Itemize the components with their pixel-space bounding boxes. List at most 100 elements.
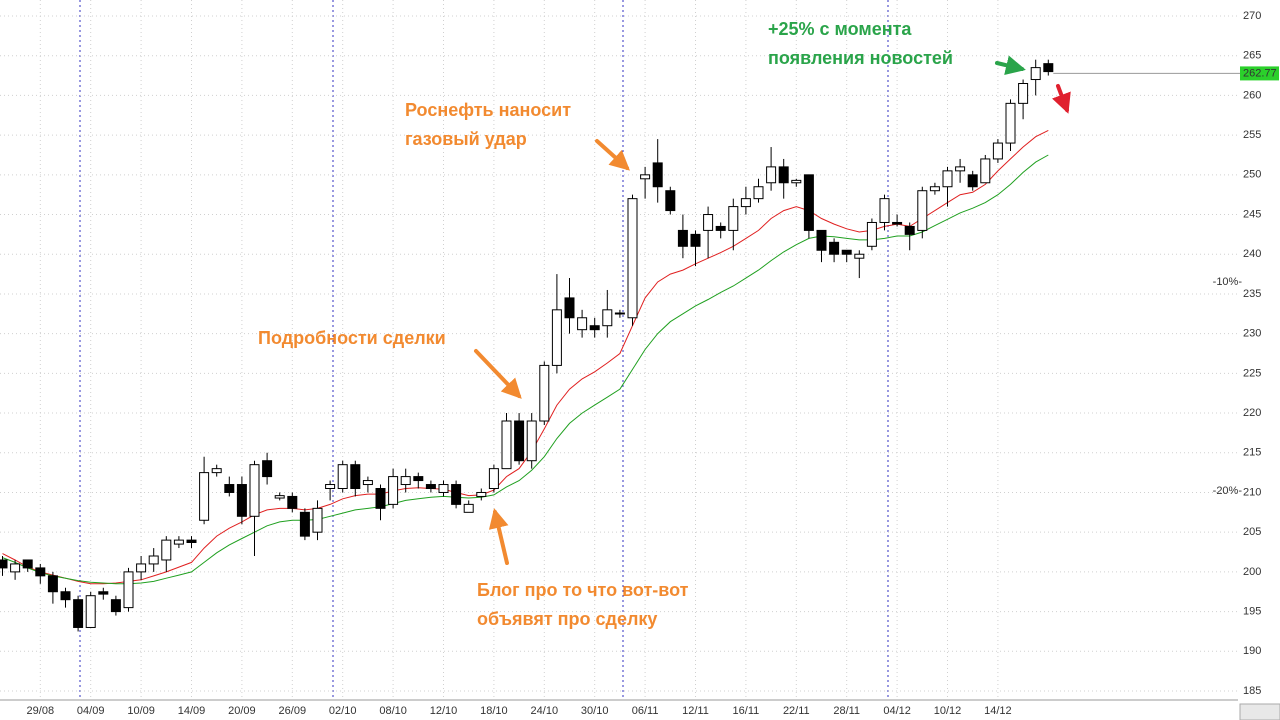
candle xyxy=(753,178,764,203)
x-tick-label: 12/10 xyxy=(430,705,458,717)
candle xyxy=(514,413,525,465)
y-tick-label: 210 xyxy=(1243,486,1261,498)
x-tick-label: 12/11 xyxy=(682,705,709,717)
candle xyxy=(929,182,940,195)
arrow xyxy=(1052,84,1071,114)
candle xyxy=(425,480,436,493)
candle-body xyxy=(589,325,600,331)
candle-body xyxy=(665,190,676,212)
candle xyxy=(577,309,588,338)
candle-body xyxy=(614,312,625,315)
candle-body xyxy=(929,186,940,192)
x-tick-label: 20/09 xyxy=(228,705,256,717)
candle-body xyxy=(577,317,588,331)
candle xyxy=(892,214,903,227)
level-label: -20%- xyxy=(1213,485,1243,497)
candle-body xyxy=(299,511,310,537)
candle-body xyxy=(1030,67,1041,81)
candle-body xyxy=(677,229,688,247)
candle-body xyxy=(98,591,109,595)
candle-body xyxy=(866,221,877,247)
candle xyxy=(0,556,8,576)
candle-body xyxy=(703,214,714,231)
x-tick-label: 14/09 xyxy=(178,705,206,717)
candle xyxy=(703,206,714,259)
candle xyxy=(186,536,197,549)
candle xyxy=(262,452,273,485)
candle-body xyxy=(740,198,751,208)
candle-body xyxy=(22,559,33,569)
y-tick-label: 265 xyxy=(1243,50,1261,62)
candle-body xyxy=(803,174,814,231)
candle xyxy=(551,274,562,374)
candle xyxy=(47,571,58,604)
candle-body xyxy=(274,495,285,499)
candle-body xyxy=(388,476,399,505)
candle xyxy=(173,536,184,549)
month-separators xyxy=(79,0,889,700)
candle xyxy=(879,194,890,231)
candle-body xyxy=(854,253,865,259)
y-tick-label: 200 xyxy=(1243,566,1261,578)
candle xyxy=(22,559,33,572)
candle xyxy=(627,194,638,326)
candle-body xyxy=(60,591,71,601)
candle-body xyxy=(602,309,613,327)
y-tick-label: 220 xyxy=(1243,407,1261,419)
candle xyxy=(942,166,953,207)
x-tick-label: 26/09 xyxy=(279,705,307,717)
candle xyxy=(1043,59,1054,76)
candle-body xyxy=(917,190,928,231)
candle-body xyxy=(488,468,499,490)
candle xyxy=(728,198,739,251)
candle xyxy=(161,536,172,572)
candle-body xyxy=(0,559,8,569)
candle-body xyxy=(904,225,915,235)
x-tick-label: 30/10 xyxy=(581,705,609,717)
candle xyxy=(236,476,247,525)
candle-body xyxy=(350,464,361,490)
candle xyxy=(73,595,84,632)
y-tick-label: 190 xyxy=(1243,645,1261,657)
candle-body xyxy=(47,575,58,593)
candle xyxy=(539,361,550,425)
x-tick-label: 06/11 xyxy=(632,705,659,717)
candle xyxy=(829,238,840,263)
candle xyxy=(1005,99,1016,151)
candle-body xyxy=(514,420,525,462)
candle-body xyxy=(892,221,903,225)
candle xyxy=(803,174,814,239)
candle xyxy=(35,563,46,584)
candle-body xyxy=(413,476,424,482)
candle xyxy=(602,289,613,338)
candle xyxy=(199,456,210,525)
candle-body xyxy=(564,297,575,319)
scroll-control[interactable] xyxy=(1239,703,1280,720)
candle xyxy=(211,464,222,477)
candle-body xyxy=(766,166,777,184)
arrow xyxy=(595,139,630,171)
y-tick-label: 225 xyxy=(1243,367,1261,379)
candle xyxy=(224,476,235,497)
candle-body xyxy=(400,476,411,486)
arrow xyxy=(995,55,1026,75)
candle-body xyxy=(778,166,789,184)
candle-body xyxy=(942,170,953,188)
candle-body xyxy=(224,484,235,493)
candle xyxy=(98,587,109,600)
candle-body xyxy=(967,174,978,188)
candle-body xyxy=(1043,63,1054,73)
candle xyxy=(325,480,336,501)
candle xyxy=(778,158,789,199)
candle-body xyxy=(816,229,827,251)
candle-body xyxy=(425,484,436,490)
candle-body xyxy=(337,464,348,490)
candle-body xyxy=(136,563,147,573)
candle-body xyxy=(715,225,726,231)
candle xyxy=(400,468,411,493)
candle-body xyxy=(148,555,159,565)
candle-body xyxy=(728,206,739,231)
candle xyxy=(665,186,676,215)
candle xyxy=(1018,79,1029,120)
